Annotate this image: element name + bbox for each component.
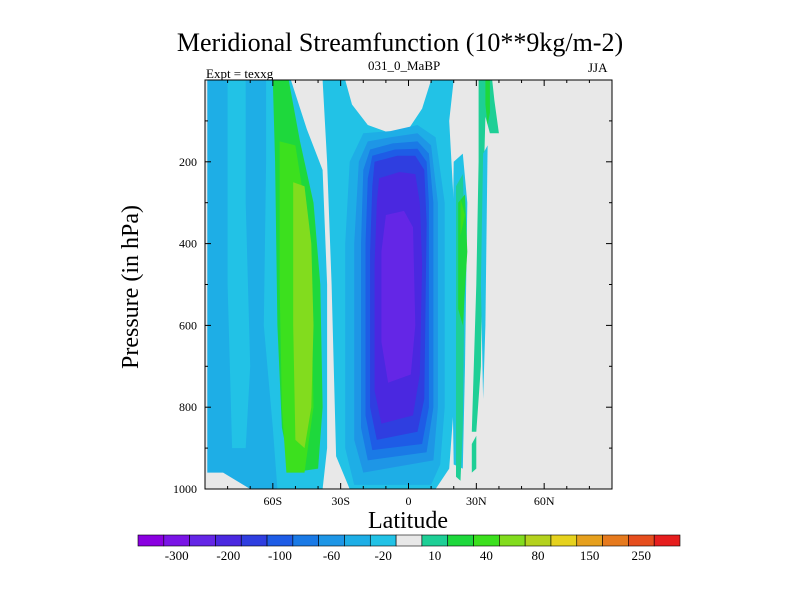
colorbar-label: -20 [375, 548, 392, 563]
colorbar-swatch [137, 534, 165, 547]
colorbar-swatch [344, 534, 371, 547]
run-label: 031_0_MaBP [368, 58, 441, 73]
colorbar-label: 80 [532, 548, 545, 563]
colorbar-swatch [447, 534, 474, 547]
x-tick-label: 60S [263, 494, 282, 508]
colorbar-swatch [576, 534, 603, 547]
x-tick-label: 30N [466, 494, 487, 508]
colorbar-label: -300 [165, 548, 189, 563]
x-axis-label: Latitude [368, 508, 448, 534]
colorbar-swatch [189, 534, 216, 547]
colorbar-swatch [163, 534, 190, 547]
contour-sh-polar-light [227, 80, 251, 449]
contour-nh-green-tower [471, 80, 499, 432]
colorbar-swatch [499, 534, 526, 547]
chart-title: Meridional Streamfunction (10**9kg/m-2) [176, 28, 624, 57]
colorbar-swatch [473, 534, 500, 547]
colorbar-swatch [602, 534, 629, 547]
colorbar-swatch [215, 534, 242, 547]
y-tick-label: 1000 [173, 482, 197, 496]
y-axis-label: Pressure (in hPa) [118, 205, 144, 369]
colorbar-label: -200 [216, 548, 240, 563]
contour-nh-lime-dots [460, 198, 465, 236]
contour-nh-green-high [485, 80, 490, 125]
y-tick-label: 200 [179, 155, 197, 169]
x-tick-label: 30S [331, 494, 350, 508]
colorbar-swatch [395, 534, 423, 547]
y-tick-label: 800 [179, 400, 197, 414]
season-label: JJA [588, 60, 608, 75]
contour-hadley-core [381, 210, 416, 383]
colorbar: -300 -200 -100 -60 -20 10 40 80 150 250 [137, 534, 681, 563]
colorbar-swatch [369, 534, 397, 547]
plot-area [205, 80, 612, 489]
colorbar-label: 40 [480, 548, 493, 563]
colorbar-swatch [292, 534, 319, 547]
contour-sh-ferrel-core [293, 182, 314, 449]
colorbar-swatch [628, 534, 655, 547]
colorbar-swatch [240, 534, 268, 547]
colorbar-swatch [524, 534, 552, 547]
colorbar-swatch [653, 534, 681, 547]
contour-nh-cyan-sliver [480, 145, 488, 399]
y-tick-label: 400 [179, 237, 197, 251]
colorbar-swatch [550, 534, 578, 547]
colorbar-swatch [318, 534, 345, 547]
colorbar-label: 150 [580, 548, 600, 563]
colorbar-label: 10 [428, 548, 441, 563]
colorbar-swatch [421, 534, 449, 547]
axes: 60S 30S 0 30N 60N 200 400 600 800 1000 [173, 79, 613, 508]
x-tick-label: 0 [406, 494, 412, 508]
colorbar-label: -60 [323, 548, 340, 563]
experiment-label: Expt = texxg [206, 66, 274, 81]
contour-nh-green-strip [458, 194, 468, 326]
colorbar-swatch [266, 534, 294, 547]
colorbar-label: -100 [268, 548, 292, 563]
colorbar-label: 250 [632, 548, 652, 563]
y-tick-label: 600 [179, 318, 197, 332]
x-tick-label: 60N [534, 494, 555, 508]
contour-nh-fringe [471, 435, 477, 473]
